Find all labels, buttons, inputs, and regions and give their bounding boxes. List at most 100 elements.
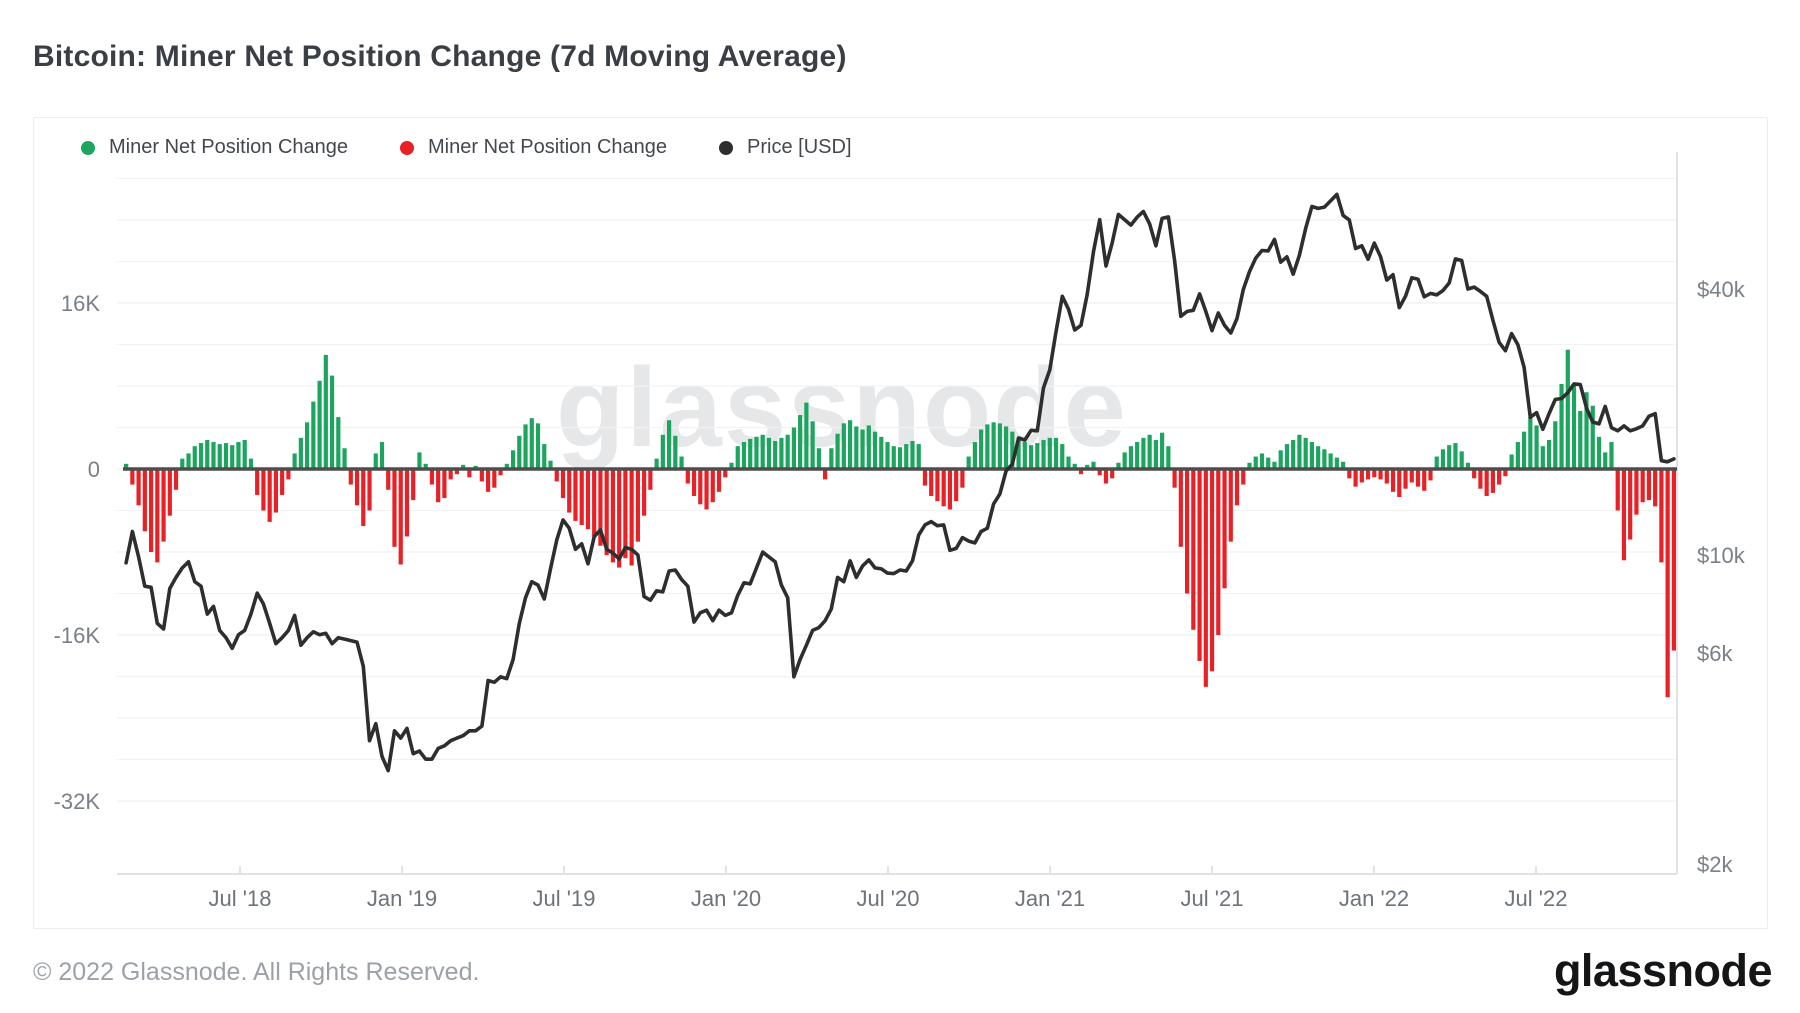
bar-negative — [367, 469, 372, 511]
bar-positive — [1596, 436, 1602, 469]
bar-negative — [954, 469, 959, 502]
bar-negative — [1209, 469, 1215, 672]
bar-negative — [448, 469, 453, 480]
page-title: Bitcoin: Miner Net Position Change (7d M… — [33, 40, 847, 73]
bar-negative — [1359, 469, 1364, 483]
left-axis-label: 0 — [88, 457, 100, 482]
bar-negative — [142, 469, 147, 532]
bar-positive — [1141, 437, 1146, 469]
bar-positive — [205, 439, 210, 469]
bar-positive — [1259, 453, 1265, 469]
bar-positive — [236, 442, 241, 469]
bar-negative — [1409, 469, 1414, 483]
bar-negative — [922, 469, 928, 486]
bar-positive — [1465, 462, 1471, 469]
bar-positive — [1540, 446, 1545, 469]
bar-negative — [1222, 469, 1227, 589]
bar-positive — [1328, 453, 1333, 469]
bar-negative — [1347, 469, 1352, 479]
bar-negative — [610, 469, 616, 563]
bar-negative — [273, 469, 279, 513]
bar-negative — [442, 469, 447, 499]
bar-negative — [1428, 469, 1433, 481]
bar-negative — [479, 469, 484, 482]
bar-positive — [1521, 431, 1527, 469]
bar-positive — [417, 452, 422, 469]
bar-positive — [1291, 439, 1296, 469]
bar-positive — [1509, 454, 1514, 469]
bar-negative — [1378, 469, 1383, 480]
bar-positive — [379, 442, 385, 469]
bar-positive — [1053, 437, 1059, 469]
bar-negative — [617, 469, 622, 568]
bar-negative — [604, 469, 609, 556]
bar-negative — [255, 469, 260, 495]
bar-positive — [305, 422, 310, 469]
bar-negative — [1191, 469, 1196, 630]
bar-negative — [1490, 469, 1495, 493]
chart-card: Miner Net Position Change Miner Net Posi… — [33, 117, 1768, 929]
bar-positive — [966, 456, 971, 469]
bar-negative — [592, 469, 597, 537]
bar-positive — [1247, 462, 1252, 469]
bar-positive — [1278, 450, 1283, 469]
bar-positive — [1128, 446, 1134, 469]
bar-negative — [1628, 469, 1633, 540]
bar-negative — [173, 469, 179, 490]
bar-negative — [1197, 469, 1202, 661]
bar-positive — [1565, 349, 1570, 469]
bar-negative — [1390, 469, 1396, 492]
bar-positive — [329, 375, 335, 469]
bar-positive — [897, 447, 903, 469]
legend-item-miner-positive[interactable]: Miner Net Position Change — [81, 136, 348, 159]
bar-positive — [523, 424, 528, 469]
bar-negative — [492, 469, 497, 488]
bar-negative — [1497, 469, 1502, 485]
bar-negative — [941, 469, 946, 507]
legend-label: Price [USD] — [747, 136, 852, 158]
bar-positive — [1553, 421, 1558, 469]
x-axis-label: Jul '21 — [1181, 886, 1244, 911]
bar-negative — [1640, 469, 1645, 503]
bar-positive — [785, 434, 790, 469]
bar-negative — [691, 469, 697, 496]
bar-positive — [1028, 445, 1034, 469]
bar-positive — [1578, 410, 1583, 469]
bar-positive — [754, 436, 759, 469]
x-axis-label: Jan '20 — [691, 886, 761, 911]
bar-positive — [760, 434, 765, 469]
bar-positive — [124, 463, 129, 469]
bar-positive — [186, 453, 191, 469]
legend-item-miner-negative[interactable]: Miner Net Position Change — [400, 136, 667, 159]
bar-positive — [891, 446, 896, 469]
bar-negative — [1665, 469, 1670, 698]
bar-positive — [810, 421, 815, 469]
bar-negative — [1365, 469, 1371, 480]
bar-negative — [1397, 469, 1402, 498]
bar-positive — [1160, 432, 1165, 469]
bar-positive — [866, 425, 871, 469]
bar-negative — [1216, 469, 1221, 635]
bar-negative — [1671, 469, 1676, 651]
bar-negative — [280, 469, 285, 495]
bar-negative — [1234, 469, 1240, 506]
bar-negative — [573, 469, 578, 521]
bar-negative — [1353, 469, 1358, 487]
black-dot-icon — [719, 140, 734, 155]
bar-positive — [423, 463, 428, 469]
x-axis-label: Jul '18 — [209, 886, 272, 911]
bar-negative — [454, 469, 459, 475]
bar-positive — [248, 458, 254, 469]
bar-positive — [773, 440, 778, 469]
bar-positive — [972, 442, 977, 469]
bar-positive — [816, 448, 821, 469]
bar-positive — [223, 443, 229, 469]
bar-positive — [779, 437, 784, 469]
legend-item-price-usd[interactable]: Price [USD] — [719, 136, 852, 159]
left-axis-label: -16K — [54, 623, 101, 648]
bar-positive — [835, 433, 840, 469]
bar-negative — [1203, 469, 1208, 687]
bar-negative — [642, 469, 647, 516]
bar-positive — [872, 431, 878, 469]
